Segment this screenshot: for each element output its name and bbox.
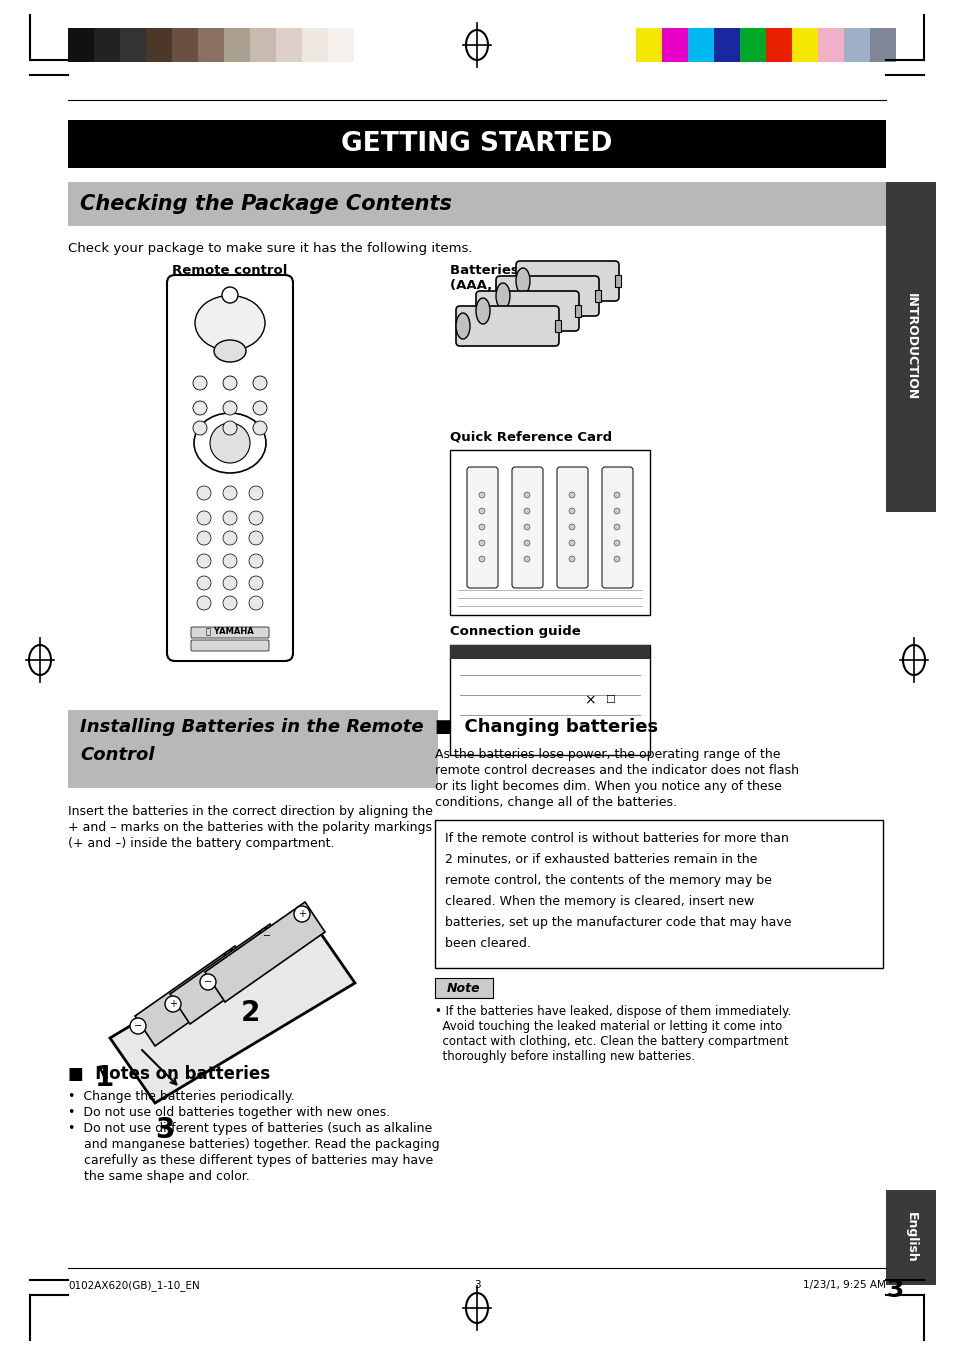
Text: Insert the batteries in the correct direction by aligning the: Insert the batteries in the correct dire… (68, 805, 433, 817)
Circle shape (196, 596, 211, 611)
Circle shape (196, 576, 211, 590)
Circle shape (249, 531, 263, 544)
Polygon shape (170, 924, 290, 1024)
Bar (120, 28, 146, 62)
Text: remote control, the contents of the memory may be: remote control, the contents of the memo… (444, 874, 771, 888)
Text: • If the batteries have leaked, dispose of them immediately.: • If the batteries have leaked, dispose … (435, 1005, 790, 1019)
Bar (250, 28, 275, 62)
Circle shape (478, 524, 484, 530)
Circle shape (223, 531, 236, 544)
Circle shape (249, 511, 263, 526)
Bar (94, 28, 120, 62)
Ellipse shape (194, 296, 265, 350)
Circle shape (223, 596, 236, 611)
Text: conditions, change all of the batteries.: conditions, change all of the batteries. (435, 796, 677, 809)
Bar (615, 276, 620, 286)
Text: 2 minutes, or if exhausted batteries remain in the: 2 minutes, or if exhausted batteries rem… (444, 852, 757, 866)
Text: •  Change the batteries periodically.: • Change the batteries periodically. (68, 1090, 294, 1102)
Bar (275, 28, 302, 62)
Text: +: + (169, 998, 177, 1009)
Circle shape (224, 950, 240, 966)
Circle shape (523, 557, 530, 562)
Text: thoroughly before installing new batteries.: thoroughly before installing new batteri… (435, 1050, 695, 1063)
Text: contact with clothing, etc. Clean the battery compartment: contact with clothing, etc. Clean the ba… (435, 1035, 788, 1048)
Circle shape (614, 557, 619, 562)
Bar (575, 305, 580, 317)
Bar (435, 820, 882, 969)
Polygon shape (135, 946, 254, 1046)
Ellipse shape (516, 267, 530, 295)
Text: 2: 2 (240, 998, 259, 1027)
Circle shape (130, 1019, 146, 1034)
Circle shape (568, 557, 575, 562)
Circle shape (223, 401, 236, 415)
FancyBboxPatch shape (456, 305, 558, 346)
Bar (68, 120, 885, 168)
FancyBboxPatch shape (167, 276, 293, 661)
FancyBboxPatch shape (601, 467, 633, 588)
Ellipse shape (476, 299, 490, 324)
Circle shape (249, 486, 263, 500)
Text: and manganese batteries) together. Read the packaging: and manganese batteries) together. Read … (68, 1138, 439, 1151)
Bar (302, 28, 328, 62)
Circle shape (568, 524, 575, 530)
Text: batteries, set up the manufacturer code that may have: batteries, set up the manufacturer code … (444, 916, 791, 929)
Bar (354, 28, 379, 62)
Circle shape (568, 492, 575, 499)
FancyBboxPatch shape (191, 640, 269, 651)
Circle shape (478, 492, 484, 499)
Circle shape (523, 492, 530, 499)
Circle shape (200, 974, 215, 990)
Circle shape (258, 928, 274, 944)
Text: 3: 3 (474, 1279, 479, 1290)
Circle shape (223, 511, 236, 526)
Text: •  Do not use different types of batteries (such as alkaline: • Do not use different types of batterie… (68, 1121, 432, 1135)
Ellipse shape (456, 313, 470, 339)
FancyBboxPatch shape (512, 467, 542, 588)
Text: •  Do not use old batteries together with new ones.: • Do not use old batteries together with… (68, 1106, 390, 1119)
Text: +: + (297, 909, 306, 919)
Circle shape (193, 422, 207, 435)
Circle shape (478, 540, 484, 546)
Text: Remote control: Remote control (172, 263, 288, 277)
Bar (765, 28, 791, 62)
Text: 3: 3 (885, 1278, 902, 1302)
Circle shape (523, 540, 530, 546)
Bar (68, 28, 94, 62)
Text: Connection guide: Connection guide (450, 626, 580, 638)
Circle shape (253, 401, 267, 415)
FancyBboxPatch shape (191, 627, 269, 638)
FancyBboxPatch shape (516, 261, 618, 301)
Bar (224, 28, 250, 62)
Text: remote control decreases and the indicator does not flash: remote control decreases and the indicat… (435, 765, 799, 777)
Bar (843, 28, 869, 62)
Circle shape (223, 554, 236, 567)
Text: Control: Control (80, 746, 154, 765)
FancyBboxPatch shape (476, 290, 578, 331)
Circle shape (614, 492, 619, 499)
Text: ☐: ☐ (604, 694, 615, 705)
Bar (435, 978, 493, 998)
Bar (146, 28, 172, 62)
Text: English: English (903, 1212, 917, 1263)
Text: 1/23/1, 9:25 AM: 1/23/1, 9:25 AM (802, 1279, 885, 1290)
Text: −: − (204, 977, 212, 988)
Bar (198, 28, 224, 62)
Text: been cleared.: been cleared. (444, 938, 530, 950)
Text: or its light becomes dim. When you notice any of these: or its light becomes dim. When you notic… (435, 780, 781, 793)
Text: If the remote control is without batteries for more than: If the remote control is without batteri… (444, 832, 788, 844)
Circle shape (223, 376, 236, 390)
Text: Checking the Package Contents: Checking the Package Contents (80, 195, 452, 213)
Text: carefully as these different types of batteries may have: carefully as these different types of ba… (68, 1154, 433, 1167)
Text: INTRODUCTION: INTRODUCTION (903, 293, 917, 401)
Text: Batteries (4)
(AAA, R03, UM-4): Batteries (4) (AAA, R03, UM-4) (450, 263, 579, 292)
Polygon shape (205, 902, 325, 1002)
Circle shape (196, 531, 211, 544)
Bar (450, 644, 649, 659)
Text: ■  Notes on batteries: ■ Notes on batteries (68, 1065, 270, 1084)
Text: As the batteries lose power, the operating range of the: As the batteries lose power, the operati… (435, 748, 780, 761)
Circle shape (249, 596, 263, 611)
Circle shape (614, 508, 619, 513)
Circle shape (614, 524, 619, 530)
Bar (172, 28, 198, 62)
